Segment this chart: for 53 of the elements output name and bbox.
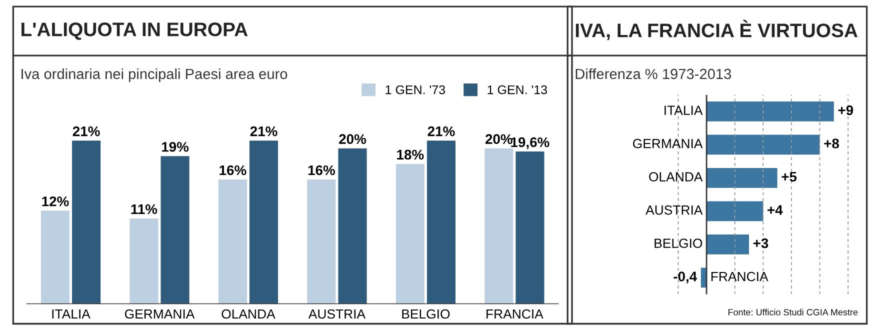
data-label: +3 <box>753 238 768 248</box>
data-label: +9 <box>838 105 854 116</box>
data-label: +4 <box>768 205 783 215</box>
data-label: 19,6% <box>511 137 550 150</box>
chart-title: IVA, LA FRANCIA È VIRTUOSA <box>576 20 858 40</box>
data-label: 21% <box>72 126 100 136</box>
data-label: 21% <box>250 126 278 136</box>
bar <box>396 164 424 304</box>
legend-label: 1 GEN. '13 <box>488 85 548 94</box>
bar <box>706 168 778 188</box>
y-tick-label: GERMANIA <box>633 138 703 148</box>
x-tick-label: OLANDA <box>222 309 276 319</box>
data-label: -0,4 <box>674 272 697 284</box>
bar <box>706 102 834 122</box>
chart-subtitle: Iva ordinaria nei pincipali Paesi area euro <box>22 68 288 82</box>
data-label: 11% <box>131 204 158 214</box>
chart-title: L'ALIQUOTA IN EUROPA <box>22 22 248 40</box>
x-tick-label: BELGIO <box>402 309 450 319</box>
data-label: +5 <box>782 172 797 182</box>
bar <box>706 201 764 222</box>
bar <box>706 234 750 254</box>
bar <box>338 148 367 304</box>
bar <box>249 140 278 304</box>
bar <box>426 140 456 304</box>
bar <box>484 148 514 304</box>
bar <box>516 152 544 304</box>
x-tick-label: GERMANIA <box>124 309 195 319</box>
bar <box>160 156 190 304</box>
data-label: 21% <box>428 126 455 136</box>
x-tick-label: FRANCIA <box>486 309 544 319</box>
bar <box>706 134 820 155</box>
y-tick-label: BELGIO <box>654 238 702 248</box>
data-label: +8 <box>824 138 839 148</box>
source-note: Fonte: Ufficio Studi CGIA Mestre <box>728 308 858 316</box>
bar <box>40 210 70 304</box>
data-label: 20% <box>485 134 512 144</box>
bar <box>218 180 247 304</box>
y-tick-label: ITALIA <box>664 106 703 115</box>
bar <box>72 140 101 304</box>
x-tick-label: AUSTRIA <box>308 309 366 319</box>
chart-subtitle: Differenza % 1973-2013 <box>576 68 732 80</box>
data-label: 12% <box>42 196 69 206</box>
data-label: 18% <box>397 150 424 160</box>
legend-label: 1 GEN. '73 <box>386 85 446 94</box>
y-tick-label: OLANDA <box>649 172 703 182</box>
bar <box>307 180 336 304</box>
data-label: 16% <box>308 165 335 176</box>
x-tick-label: ITALIA <box>52 309 90 319</box>
data-label: 16% <box>220 165 246 176</box>
data-label: 20% <box>339 134 366 144</box>
data-label: 19% <box>162 142 189 152</box>
bar <box>130 218 158 304</box>
y-tick-label: AUSTRIA <box>646 205 703 215</box>
